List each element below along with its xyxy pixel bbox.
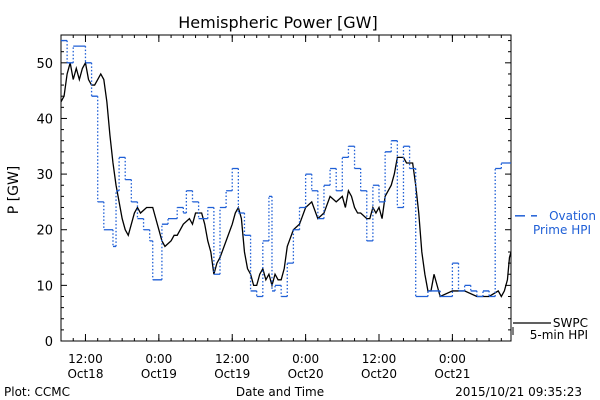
x-tick-label-time: 12:00 <box>215 352 250 366</box>
chart-title: Hemispheric Power [GW] <box>178 13 377 32</box>
legend-label-swpc-line1: SWPC <box>553 316 588 330</box>
x-tick-label-time: 0:00 <box>439 352 466 366</box>
y-tick-label: 30 <box>36 168 53 183</box>
x-tick-label-date: Oct18 <box>67 367 103 381</box>
legend-label-ovation-line2: Prime HPI <box>533 223 591 237</box>
plot-frame <box>60 34 512 342</box>
y-tick-label: 40 <box>36 112 53 127</box>
x-tick-label-time: 0:00 <box>145 352 172 366</box>
y-axis-label: P [GW] <box>6 166 22 215</box>
x-tick-label-time: 12:00 <box>362 352 397 366</box>
legend-label-ovation-line1: Ovation <box>549 209 596 223</box>
y-tick-label: 50 <box>36 57 53 72</box>
x-axis-ticks: 12:00Oct180:00Oct1912:00Oct190:00Oct2012… <box>60 35 502 381</box>
footer-timestamp: 2015/10/21 09:35:23 <box>455 385 582 399</box>
x-tick-label-time: 0:00 <box>292 352 319 366</box>
footer-plot-credit: Plot: CCMC <box>4 385 70 399</box>
series-line-swpc-hpi <box>61 60 511 298</box>
x-tick-label-date: Oct19 <box>141 367 177 381</box>
y-tick-label: 0 <box>45 335 53 350</box>
legend-label-swpc-line2: 5-min HPI <box>530 328 588 342</box>
x-axis-label: Date and Time <box>236 385 324 399</box>
x-tick-label-date: Oct19 <box>214 367 250 381</box>
series-layer <box>61 39 511 298</box>
x-tick-label-date: Oct20 <box>288 367 324 381</box>
series-ovation-prime-transitions <box>66 40 502 297</box>
x-tick-label-date: Oct21 <box>434 367 470 381</box>
x-tick-label-time: 12:00 <box>68 352 103 366</box>
plot-axes <box>60 34 512 342</box>
y-axis-ticks: 0 10 20 30 40 50 <box>36 40 511 350</box>
series-ovation-prime-levels <box>61 39 511 298</box>
x-tick-label-date: Oct20 <box>361 367 397 381</box>
y-tick-label: 10 <box>36 279 53 294</box>
y-tick-label: 20 <box>36 224 53 239</box>
